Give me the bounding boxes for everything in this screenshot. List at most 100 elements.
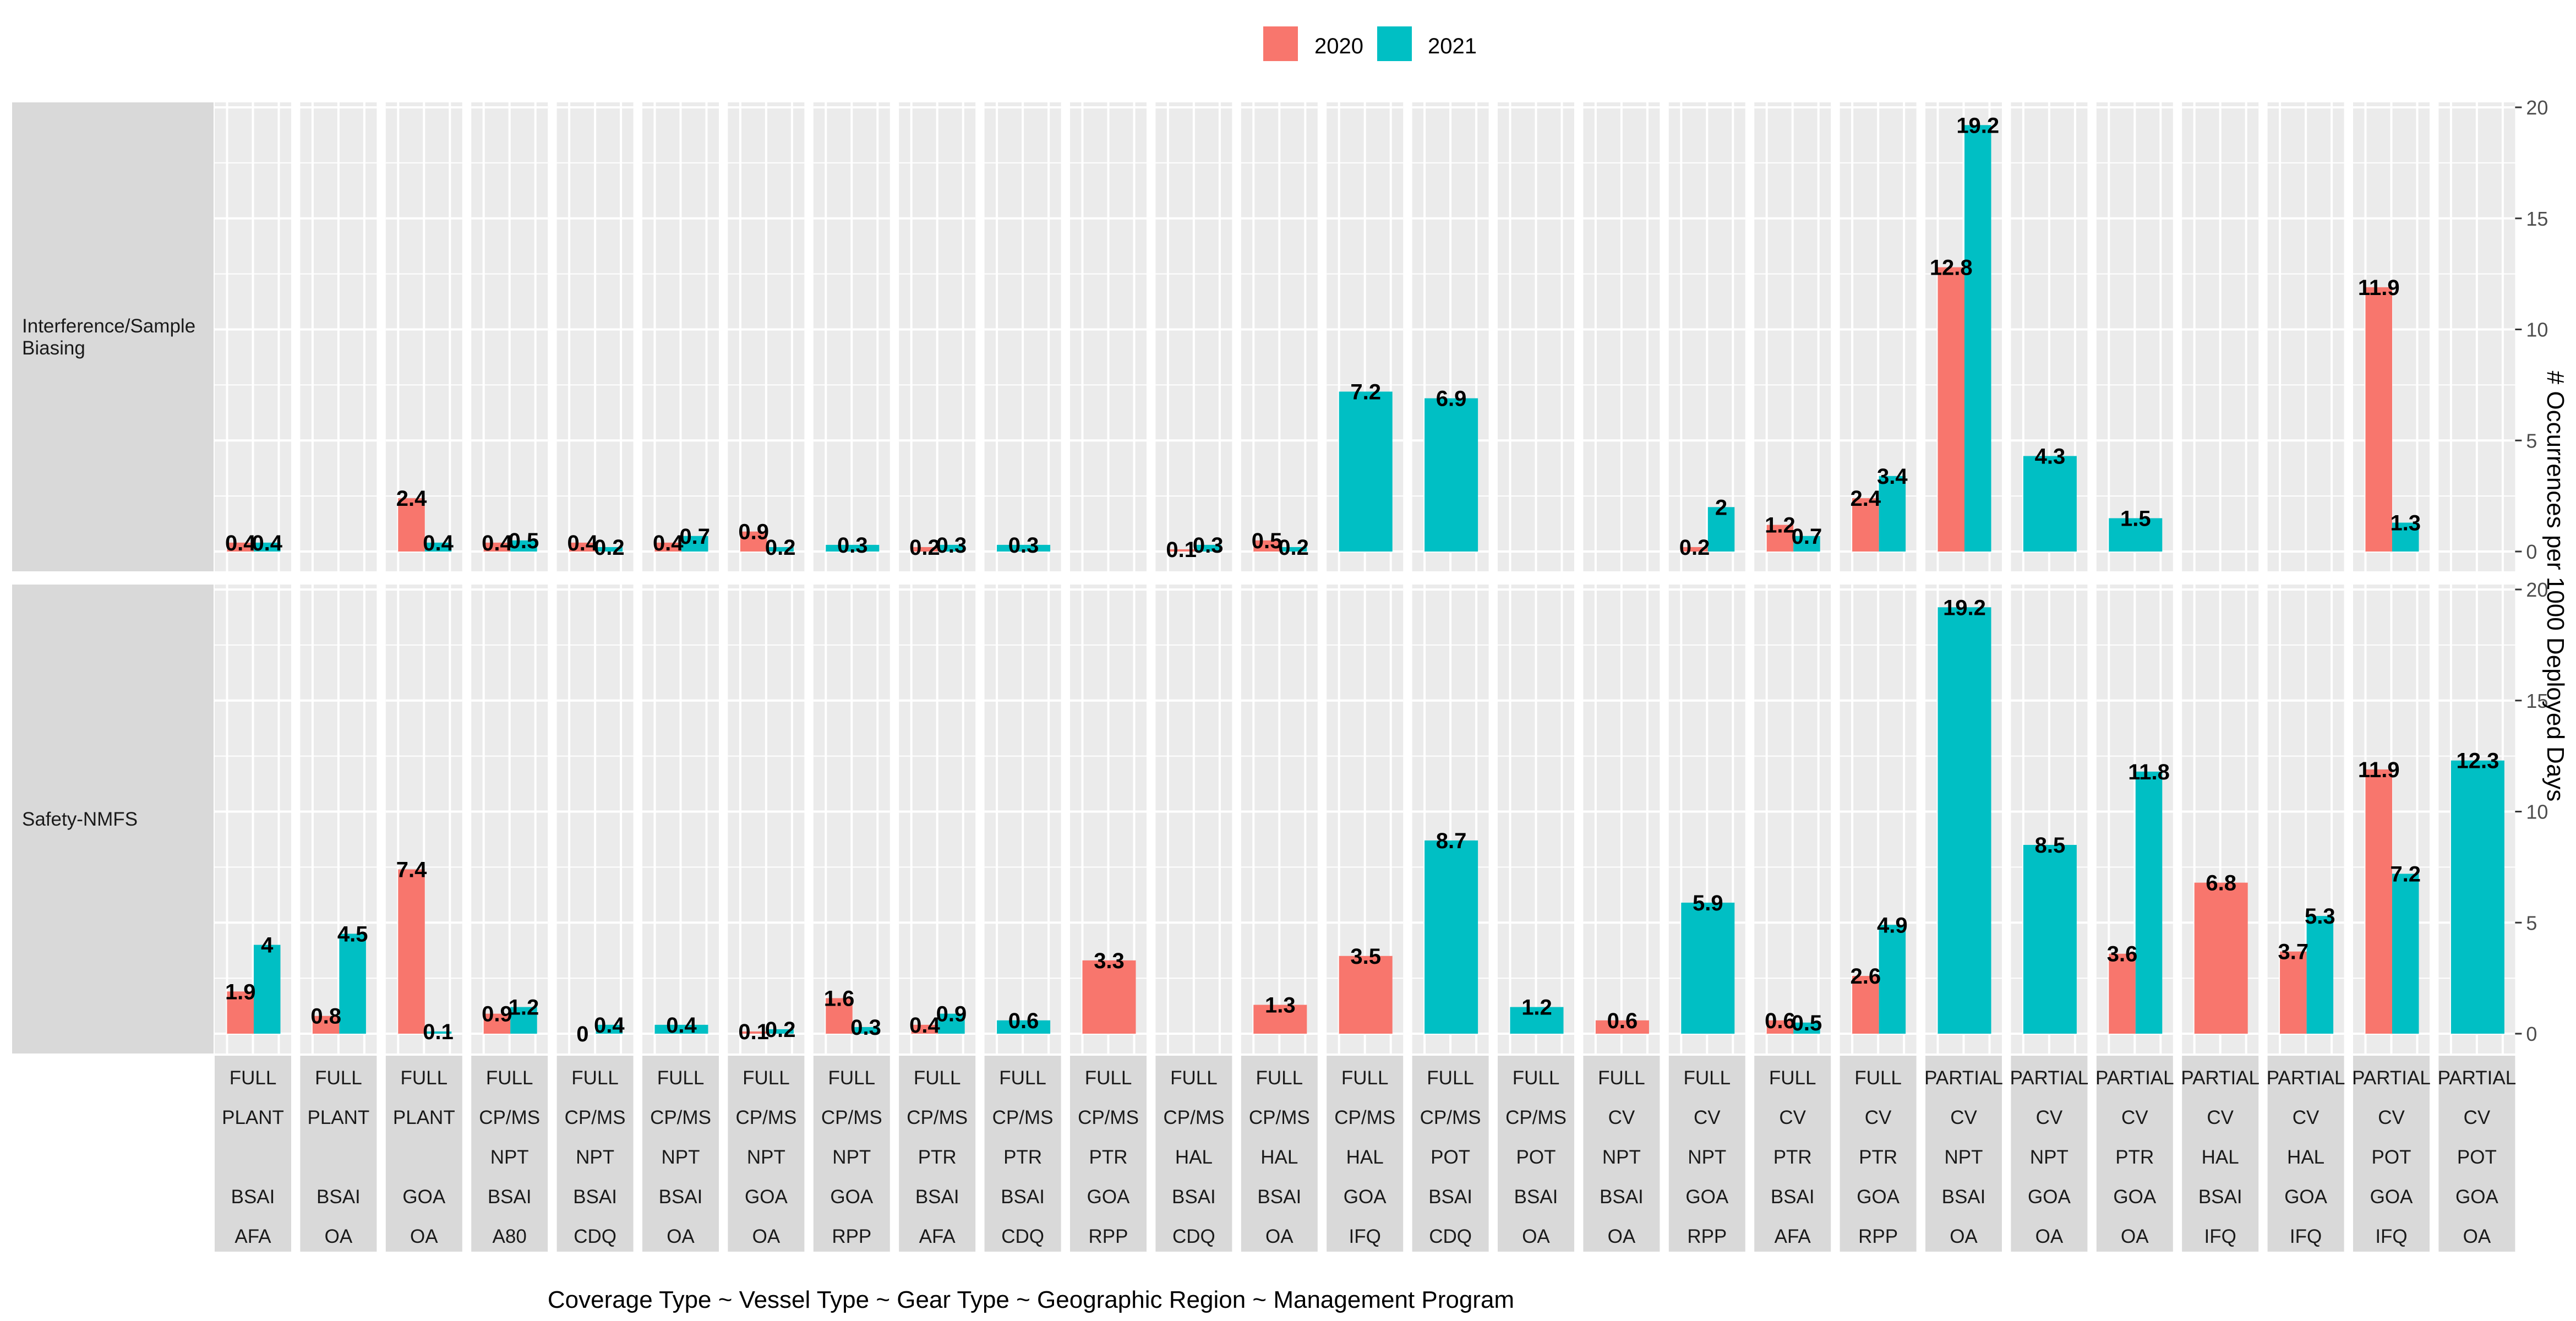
column-strip-label: FULL bbox=[1513, 1067, 1560, 1089]
column-strip-label: FULL bbox=[571, 1067, 619, 1089]
column-strip-label: HAL bbox=[1175, 1147, 1213, 1168]
column-strip-label: POT bbox=[1516, 1147, 1556, 1168]
column-strip-background bbox=[728, 1056, 805, 1252]
data-label-2021: 0.4 bbox=[666, 1013, 697, 1038]
column-strip-background bbox=[471, 1056, 548, 1252]
column-strip-label: FULL bbox=[1085, 1067, 1132, 1089]
facet-panel: 6.8 bbox=[2182, 585, 2259, 1053]
data-label-2021: 12.3 bbox=[2456, 749, 2499, 773]
bar-2020 bbox=[1595, 1020, 1649, 1034]
facet-panel: 2.4 0.4 bbox=[385, 102, 462, 571]
data-label-2021: 5.3 bbox=[2305, 904, 2335, 929]
facet-panel: 6.9 bbox=[1412, 102, 1489, 571]
bar-2021 bbox=[2392, 874, 2419, 1034]
data-label-2020: 1.6 bbox=[824, 986, 855, 1011]
column-strip-label: OA bbox=[667, 1226, 695, 1247]
data-label-2021: 19.2 bbox=[1943, 596, 1986, 620]
facet-panel: 8.5 bbox=[2011, 585, 2088, 1053]
column-strip-label: HAL bbox=[2287, 1147, 2324, 1168]
column-strip-label: PARTIAL bbox=[2181, 1067, 2260, 1089]
column-strip-label: FULL bbox=[1170, 1067, 1218, 1089]
facet-panel: 0.6 bbox=[1583, 585, 1660, 1053]
data-label-2020: 0 bbox=[576, 1022, 588, 1046]
column-strip-label: PARTIAL bbox=[2267, 1067, 2345, 1089]
column-strip-label: CP/MS bbox=[650, 1107, 711, 1128]
facet-panel: 1.60.3 bbox=[813, 585, 890, 1053]
column-strip-label: CDQ bbox=[574, 1226, 616, 1247]
bar-2021 bbox=[2135, 771, 2163, 1034]
row-strip-label: Biasing bbox=[22, 337, 85, 359]
bar-2020 bbox=[2109, 953, 2136, 1034]
column-strip: FULL CP/MS POT BSAI OA bbox=[1498, 1056, 1574, 1252]
data-label-2020: 3.3 bbox=[1094, 949, 1125, 973]
y-tick-label: 5 bbox=[2526, 911, 2537, 934]
data-label-2021: 8.5 bbox=[2035, 833, 2066, 858]
column-strip-label: GOA bbox=[2028, 1186, 2071, 1208]
column-strip: FULL PLANT GOA OA bbox=[385, 1056, 462, 1252]
column-strip-label: CDQ bbox=[1429, 1226, 1472, 1247]
column-strip-label: RPP bbox=[1858, 1226, 1898, 1247]
bar-2020 bbox=[312, 1016, 340, 1034]
column-strip-label: NPT bbox=[832, 1147, 871, 1168]
bar-2020 bbox=[911, 1024, 938, 1034]
y-tick-label: 0 bbox=[2526, 541, 2537, 563]
column-strip-label: PLANT bbox=[307, 1107, 369, 1128]
legend-swatch-2020 bbox=[1263, 26, 1298, 61]
facet-panel: 12.3 bbox=[2438, 585, 2515, 1053]
data-label-2021: 0.2 bbox=[765, 536, 796, 560]
data-label-2020: 1.2 bbox=[1765, 514, 1795, 538]
column-strip: FULL CP/MS PTR BSAI AFA bbox=[899, 1056, 976, 1252]
column-strip-label: CP/MS bbox=[1078, 1107, 1139, 1128]
facet-panel: 0.90.2 bbox=[728, 102, 805, 571]
data-label-2020: 11.9 bbox=[2358, 276, 2400, 300]
column-strip-label: OA bbox=[410, 1226, 438, 1247]
bar-2021 bbox=[1425, 398, 1478, 552]
bar-2020 bbox=[1253, 1005, 1307, 1034]
bar-2020 bbox=[1938, 267, 1964, 552]
column-strip-label: OA bbox=[2121, 1226, 2149, 1247]
column-strip: FULL CP/MS NPT BSAI A80 bbox=[471, 1056, 548, 1252]
bar-2021 bbox=[1425, 840, 1478, 1034]
data-label-2021: 6.9 bbox=[1436, 387, 1467, 411]
column-strip-label: CP/MS bbox=[1334, 1107, 1395, 1128]
column-strip-label: BSAI bbox=[573, 1186, 617, 1208]
data-label-2021: 0.9 bbox=[936, 1002, 967, 1027]
data-label-2020: 0.4 bbox=[567, 531, 598, 555]
data-label-2020: 0.1 bbox=[738, 1020, 769, 1044]
bar-2021 bbox=[1879, 925, 1906, 1034]
data-label-2021: 0.3 bbox=[1008, 533, 1039, 558]
column-strip: FULL CP/MS PTR GOA RPP bbox=[1070, 1056, 1147, 1252]
column-strip-label: CDQ bbox=[1001, 1226, 1044, 1247]
column-strip-label: FULL bbox=[1341, 1067, 1389, 1089]
y-tick-label: 10 bbox=[2526, 319, 2548, 341]
column-strip-label: BSAI bbox=[1257, 1186, 1301, 1208]
facet-panel: 0.3 bbox=[813, 102, 890, 571]
column-strip-label: AFA bbox=[234, 1226, 271, 1247]
bar-2021 bbox=[654, 1024, 708, 1034]
column-strip-label: BSAI bbox=[1771, 1186, 1815, 1208]
facet-panel: 0.4 bbox=[642, 585, 719, 1053]
bar-2020 bbox=[227, 542, 254, 552]
column-strip-label: OA bbox=[752, 1226, 781, 1247]
column-strip: PARTIAL CV POT GOA IFQ bbox=[2352, 1056, 2431, 1252]
column-strip: FULL CV PTR GOA RPP bbox=[1840, 1056, 1917, 1252]
column-strip-label: IFQ bbox=[2290, 1226, 2322, 1247]
column-strip-label: NPT bbox=[576, 1147, 614, 1168]
column-strip-label: CV bbox=[2121, 1107, 2148, 1128]
column-strip-background bbox=[1925, 1056, 2002, 1252]
legend: 2020 2021 bbox=[1263, 26, 1477, 61]
bar-2020 bbox=[483, 1013, 511, 1034]
column-strip-label: FULL bbox=[1427, 1067, 1474, 1089]
bar-2020 bbox=[740, 1031, 767, 1034]
data-label-2021: 0.2 bbox=[765, 1018, 796, 1042]
legend-swatch-2021 bbox=[1377, 26, 1412, 61]
facet-panel: 1.3 bbox=[1241, 585, 1318, 1053]
column-strip-label: CV bbox=[1779, 1107, 1806, 1128]
column-strip-label: FULL bbox=[401, 1067, 448, 1089]
column-strip-label: PARTIAL bbox=[2438, 1067, 2517, 1089]
column-strip-background bbox=[2438, 1056, 2515, 1252]
column-strip: PARTIAL CV POT GOA OA bbox=[2438, 1056, 2517, 1252]
column-strip-label: GOA bbox=[402, 1186, 445, 1208]
column-strip-label: OA bbox=[1522, 1226, 1550, 1247]
